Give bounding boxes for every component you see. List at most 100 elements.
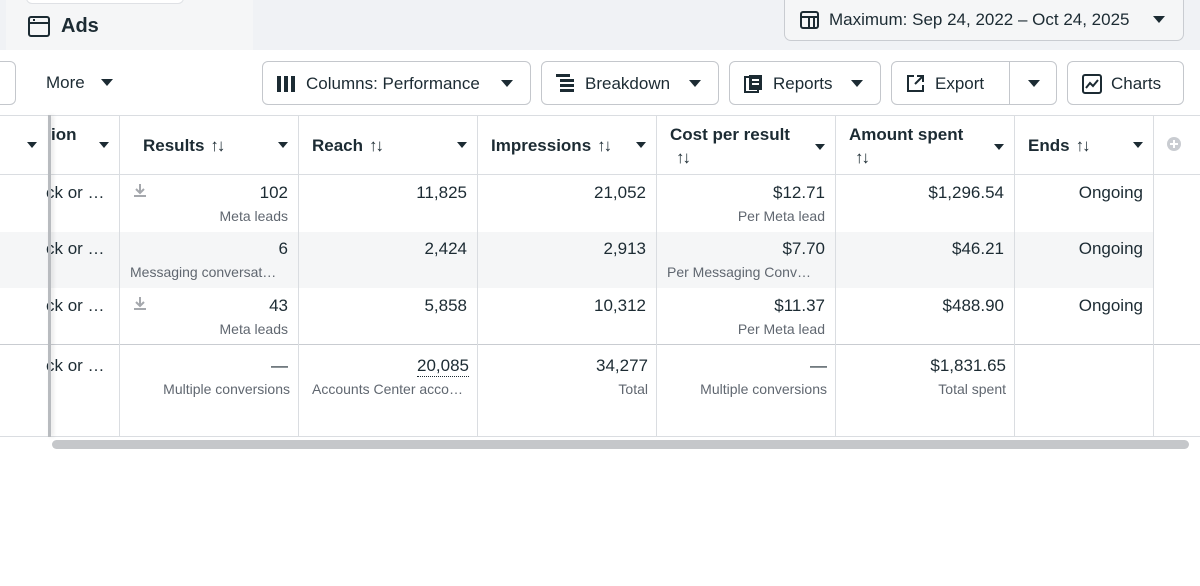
totals-reach-value[interactable]: 20,085 [417,356,469,377]
export-menu-chevron-icon[interactable] [1028,80,1040,87]
chevron-down-icon [101,79,113,86]
reports-icon [744,75,762,93]
sort-icon[interactable]: ↑↓ [855,148,870,167]
column-header-label: Ends [1028,136,1070,155]
add-column-icon[interactable] [1167,137,1181,151]
amount-spent-value: $488.90 [942,296,1004,315]
more-label: More [46,73,85,92]
cost-type: Per Meta lead [737,321,825,337]
chevron-down-icon[interactable] [1133,142,1143,148]
column-header-delivery[interactable]: ion [51,115,119,174]
chevron-down-icon[interactable] [278,142,288,148]
charts-label: Charts [1111,74,1162,93]
sort-icon[interactable]: ↑↓ [210,136,225,155]
column-header-label: Impressions [491,136,592,155]
cost-value: $7.70 [782,239,825,258]
download-icon[interactable] [134,184,146,198]
cost-type: Per Meta lead [737,208,825,224]
amount-spent-value: $1,296.54 [928,183,1004,202]
reach-value: 5,858 [424,296,467,315]
export-button[interactable]: Export [935,74,985,93]
frozen-column-edge [48,115,51,437]
export-icon [907,75,924,92]
breakdown-button[interactable]: Breakdown [541,61,719,105]
chevron-down-icon[interactable] [815,144,825,150]
tab-notch [26,0,184,4]
chevron-down-icon [501,80,513,87]
column-header-results[interactable]: Results ↑↓ [119,115,298,174]
ads-page-icon [28,16,50,37]
totals-delivery-cell: ck or … [46,356,105,375]
divider [477,115,478,437]
charts-button[interactable]: Charts [1067,61,1184,105]
table-row-bg [0,232,1154,288]
sort-icon[interactable]: ↑↓ [676,148,691,167]
chevron-down-icon[interactable] [636,142,646,148]
column-header-cost-per-result[interactable]: Cost per result ↑↓ [656,115,835,174]
amount-spent-value: $46.21 [952,239,1004,258]
export-divider [1009,62,1010,104]
reports-label: Reports [773,74,833,93]
results-value: 102 [259,183,288,202]
row-delivery-cell: ck or … [46,296,105,315]
totals-impressions-value: 34,277 [596,356,648,375]
sort-icon[interactable]: ↑↓ [597,136,612,155]
totals-reach-type: Accounts Center acco… [312,381,463,397]
breakdown-icon [556,74,574,93]
divider [656,115,657,437]
column-header-reach[interactable]: Reach ↑↓ [298,115,477,174]
divider [0,436,1200,437]
results-type: Meta leads [219,321,288,337]
totals-results-type: Multiple conversions [163,381,290,397]
chevron-down-icon [1153,16,1165,23]
chevron-down-icon[interactable] [457,142,467,148]
download-icon[interactable] [134,297,146,311]
chevron-down-icon[interactable] [27,142,37,148]
column-header-ends[interactable]: Ends ↑↓ [1014,115,1153,174]
divider [0,174,1200,175]
row-delivery-cell: ck or … [46,239,105,258]
column-header-impressions[interactable]: Impressions ↑↓ [477,115,656,174]
date-range-picker[interactable]: Maximum: Sep 24, 2022 – Oct 24, 2025 [784,0,1184,41]
sort-icon[interactable]: ↑↓ [369,136,384,155]
export-button-group: Export [891,61,1057,105]
reports-button[interactable]: Reports [729,61,881,105]
chevron-down-icon[interactable] [994,144,1004,150]
totals-cost-type: Multiple conversions [700,381,827,397]
columns-icon [277,76,297,92]
divider [119,115,120,437]
ads-tab-title: Ads [61,15,99,37]
results-value: 43 [269,296,288,315]
column-header-amount-spent[interactable]: Amount spent ↑↓ [835,115,1014,174]
totals-cost-value: — [810,356,827,375]
ends-value: Ongoing [1078,239,1143,258]
toolbar-left-button[interactable] [0,61,16,105]
columns-label: Columns: Performance [306,74,480,93]
results-type: Meta leads [219,208,288,224]
breakdown-label: Breakdown [585,74,671,93]
columns-button[interactable]: Columns: Performance [262,61,531,105]
reach-value: 2,424 [424,239,467,258]
cost-value: $12.71 [773,183,825,202]
totals-results-value: — [271,356,288,375]
ads-tab[interactable]: Ads [6,0,253,50]
divider [0,115,1200,116]
charts-icon [1082,74,1102,94]
horizontal-scrollbar[interactable] [52,440,1189,449]
calendar-icon [800,11,819,29]
reach-value: 11,825 [416,183,467,202]
chevron-down-icon[interactable] [99,142,109,148]
impressions-value: 2,913 [603,239,646,258]
sort-icon[interactable]: ↑↓ [1075,136,1091,155]
divider [835,115,836,437]
column-header-label: Results [143,136,205,155]
divider [0,344,1200,345]
chevron-down-icon [851,80,863,87]
totals-impressions-type: Total [618,381,648,397]
divider [1153,115,1154,437]
column-header-name[interactable] [0,115,48,174]
row-delivery-cell: ck or … [46,183,105,202]
cost-type: Per Messaging Conv… [667,264,811,280]
more-button[interactable]: More [46,61,126,105]
results-type: Messaging conversat… [130,264,277,280]
